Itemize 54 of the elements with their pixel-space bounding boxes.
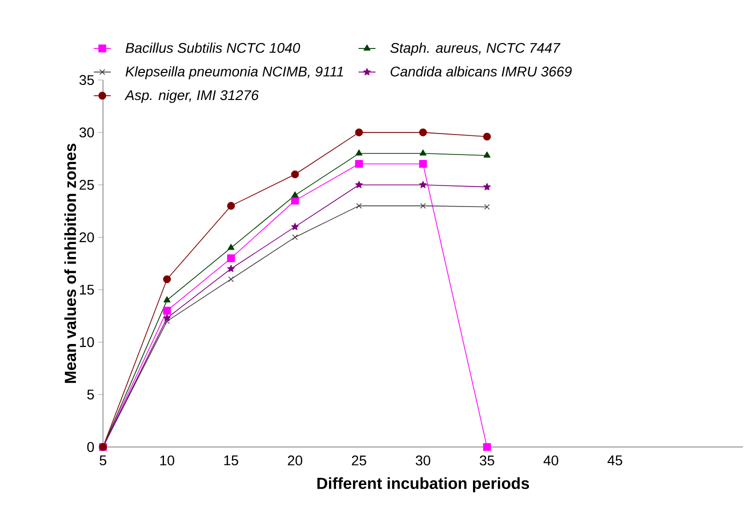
legend-label: Staph. aureus, NCTC 7447: [390, 42, 560, 56]
x-tick-label: 20: [288, 456, 302, 466]
point: [291, 196, 299, 204]
point: [419, 180, 427, 188]
point: [419, 160, 427, 168]
point: [228, 244, 234, 250]
x-tick-label: 10: [160, 456, 174, 466]
point: [163, 306, 171, 315]
point: [355, 128, 363, 136]
point: [483, 183, 491, 190]
x-tick-label: 25: [352, 456, 366, 466]
point: [420, 150, 426, 156]
point: [291, 170, 299, 178]
point: [484, 152, 490, 158]
legend-label: Candida albicans IMRU 3669: [390, 66, 572, 77]
point: [419, 128, 427, 136]
point: [227, 254, 235, 262]
x-axis-title: Different incubation periods: [317, 477, 530, 492]
point: [484, 204, 490, 210]
y-tick-label: 10: [80, 337, 94, 348]
x-tick-label: 45: [608, 456, 622, 466]
x-tick-label: 30: [416, 456, 430, 466]
point: [483, 443, 491, 451]
point: [356, 202, 362, 209]
point: [292, 191, 298, 198]
legend-label: Klepseilla pneumonia NCIMB, 9111: [126, 66, 343, 80]
y-tick-label: 30: [79, 127, 94, 138]
point: [483, 132, 491, 141]
x-tick-label: 40: [544, 456, 558, 466]
point: [227, 202, 235, 210]
x-tick-label: 5: [100, 456, 106, 466]
point: [228, 276, 234, 282]
y-tick-label: 20: [80, 232, 94, 242]
point: [291, 222, 299, 230]
x-tick-label: 35: [480, 456, 494, 466]
point: [355, 160, 363, 168]
y-axis-title: Mean values of inhibition zones: [64, 144, 76, 383]
y-tick-label: 5: [87, 390, 94, 400]
point: [164, 296, 170, 302]
point: [164, 318, 170, 324]
y-tick-label: 35: [79, 75, 94, 85]
y-tick-label: 15: [80, 284, 94, 295]
point: [163, 275, 171, 284]
point: [355, 180, 363, 188]
legend-label: Asp. niger, IMI 31276: [124, 90, 259, 103]
legend-label: Bacillus Subtilis NCTC 1040: [126, 42, 300, 53]
x-tick-label: 15: [224, 456, 238, 466]
point: [292, 234, 298, 240]
point: [420, 202, 426, 209]
point: [227, 264, 235, 272]
point: [163, 314, 171, 322]
point: [356, 150, 362, 156]
y-tick-label: 25: [80, 180, 94, 190]
y-tick-label: 0: [87, 442, 94, 452]
